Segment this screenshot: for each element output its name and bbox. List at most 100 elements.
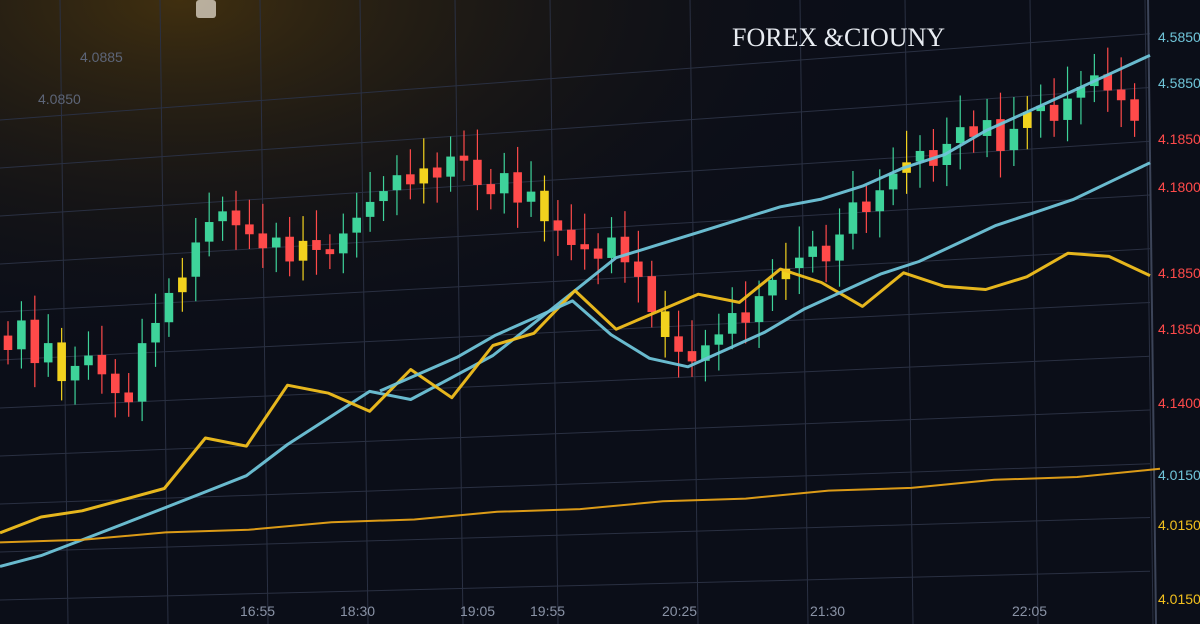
grid-line-h xyxy=(0,570,1151,601)
grid-line-h xyxy=(0,355,1151,409)
candle-body xyxy=(835,234,844,261)
series-line xyxy=(0,467,1161,544)
y-tick-label: 4.1850 xyxy=(1158,321,1200,337)
grid-line-v xyxy=(454,0,464,624)
grid-line-h xyxy=(0,140,1151,217)
x-tick-label: 21:30 xyxy=(810,603,845,619)
candle-body xyxy=(1130,99,1139,121)
grid-line-h xyxy=(0,517,1151,553)
grid-line-h xyxy=(0,302,1151,361)
candle-body xyxy=(553,220,563,231)
x-tick-label: 16:55 xyxy=(240,603,275,619)
grid-line-v xyxy=(799,0,809,624)
chart-title: FOREX &CIOUNY xyxy=(732,23,945,52)
grid-line-v xyxy=(359,0,369,624)
x-tick-label: 22:05 xyxy=(1012,603,1047,619)
candle-body xyxy=(875,190,885,212)
candle-body xyxy=(151,322,160,343)
left-axis-labels: 4.0885 4.0850 xyxy=(38,49,123,107)
x-axis-tick-labels: 16:55 18:30 19:05 19:55 20:25 21:30 22:05 xyxy=(240,603,1047,619)
candle-body xyxy=(701,345,710,361)
candle-body xyxy=(84,355,93,366)
candle-body xyxy=(352,217,361,233)
candle-body xyxy=(687,351,697,362)
candle-body xyxy=(473,159,482,185)
grid-line-h xyxy=(0,248,1151,313)
candle-body xyxy=(1076,86,1086,98)
candle-body xyxy=(660,311,670,338)
candle-body xyxy=(218,211,227,222)
candle-body xyxy=(1009,128,1019,151)
candle-body xyxy=(620,236,630,263)
candle-body xyxy=(580,244,589,250)
candle-body xyxy=(1116,89,1126,101)
y-tick-label: 4.5850 xyxy=(1158,29,1200,45)
candle-body xyxy=(43,343,53,363)
grid-line-v xyxy=(689,0,699,624)
candle-body xyxy=(325,249,335,255)
grid-line-v xyxy=(59,0,69,624)
candle-body xyxy=(754,296,764,323)
candle-body xyxy=(795,257,804,269)
indicator-lines xyxy=(0,53,1161,568)
candle-body xyxy=(258,233,268,249)
candle-body xyxy=(768,279,777,296)
candle-body xyxy=(406,174,415,185)
candle-body xyxy=(97,354,107,375)
candle-body xyxy=(1063,98,1072,120)
top-left-logo xyxy=(196,0,216,18)
candle-body xyxy=(111,373,120,394)
candle-body xyxy=(271,237,281,248)
y-tick-label: 4.0150 xyxy=(1158,591,1200,607)
candle-body xyxy=(781,268,791,280)
y-tick-label: 4.0150 xyxy=(1158,467,1200,483)
candle-body xyxy=(137,343,147,402)
candle-body xyxy=(647,276,657,313)
candle-body xyxy=(191,242,201,277)
x-tick-label: 18:30 xyxy=(340,603,375,619)
y-tick-label: 4.1400 xyxy=(1158,395,1200,411)
candle-body xyxy=(513,172,522,203)
y-tick-label: 4.1850 xyxy=(1158,265,1200,281)
candle-body xyxy=(231,210,241,226)
candle-body xyxy=(459,155,469,161)
candle-body xyxy=(540,190,549,222)
candle-body xyxy=(164,292,174,323)
candle-body xyxy=(30,319,40,364)
grid-line-h xyxy=(0,33,1151,121)
candle-body xyxy=(446,156,455,177)
candle-body xyxy=(204,222,214,242)
candle-body xyxy=(1103,74,1113,91)
candle-body xyxy=(607,237,616,258)
candle-body xyxy=(57,342,66,382)
candle-body xyxy=(982,120,992,136)
left-axis-label: 4.0885 xyxy=(80,49,123,65)
candle-body xyxy=(419,168,429,184)
grid-line-v xyxy=(1144,0,1154,624)
candle-body xyxy=(379,191,388,202)
candle-body xyxy=(499,173,509,194)
candle-body xyxy=(3,335,13,350)
y-tick-label: 4.1850 xyxy=(1158,131,1200,147)
series-line xyxy=(0,251,1151,535)
candle-body xyxy=(312,240,321,250)
candle-body xyxy=(124,392,133,403)
x-tick-label: 20:25 xyxy=(662,603,697,619)
candle-body xyxy=(969,126,978,137)
x-tick-label: 19:05 xyxy=(460,603,495,619)
candle-body xyxy=(178,277,187,293)
candle-body xyxy=(245,224,254,235)
candle-body xyxy=(1036,105,1045,112)
series-line xyxy=(379,161,1151,393)
grid-line-h xyxy=(0,409,1151,457)
grid-line-v xyxy=(904,0,914,624)
x-tick-label: 19:55 xyxy=(530,603,565,619)
candle-body xyxy=(526,191,536,202)
y-tick-label: 4.0150 xyxy=(1158,517,1200,533)
candle-body xyxy=(17,320,26,350)
grid-line-h xyxy=(0,87,1151,169)
candle-body xyxy=(285,236,294,262)
candle-body xyxy=(593,248,603,259)
